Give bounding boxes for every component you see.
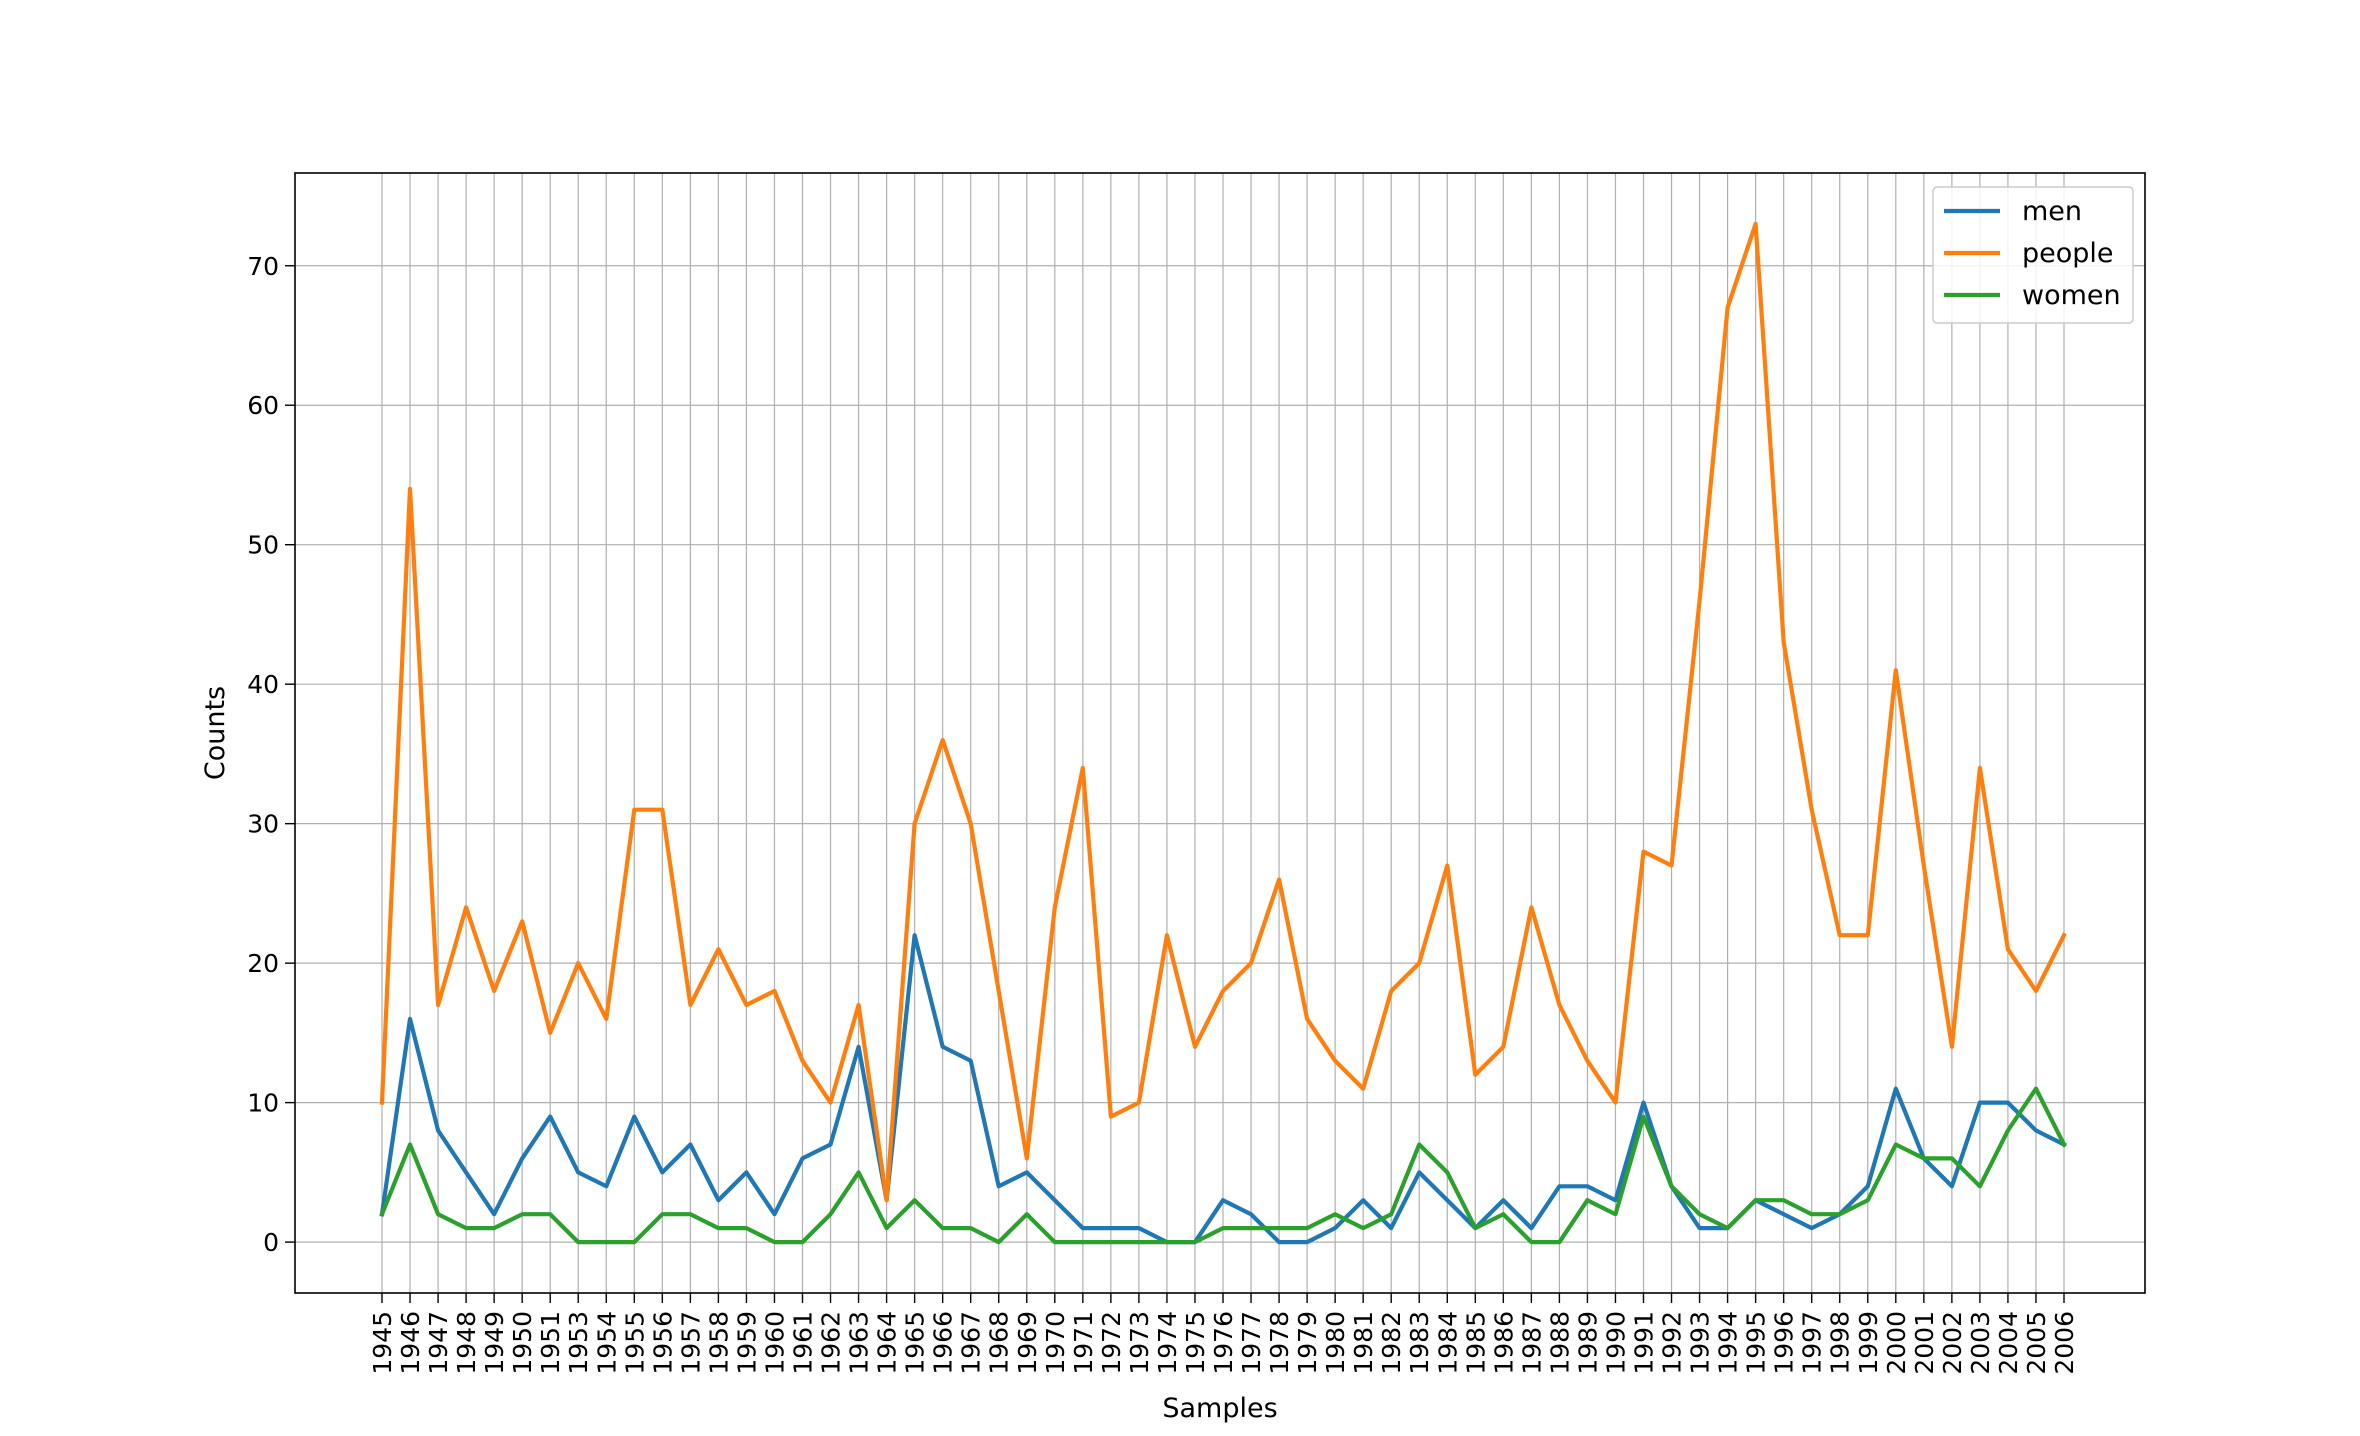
x-tick-label: 1996 [1770, 1311, 1799, 1375]
x-tick-label: 1976 [1209, 1311, 1238, 1375]
legend-label-people: people [2022, 238, 2114, 269]
x-tick-label: 1946 [396, 1311, 425, 1375]
x-tick-label: 1980 [1321, 1311, 1350, 1375]
y-tick-label: 70 [247, 252, 279, 281]
x-tick-label: 1948 [452, 1311, 481, 1375]
x-tick-label: 1974 [1153, 1311, 1182, 1375]
x-tick-label: 1994 [1714, 1311, 1743, 1375]
x-tick-label: 1983 [1405, 1311, 1434, 1375]
x-tick-label: 1995 [1742, 1311, 1771, 1375]
x-tick-label: 1990 [1601, 1311, 1630, 1375]
x-tick-label: 1971 [1069, 1311, 1098, 1375]
series-lines [379, 221, 2067, 1245]
grid [295, 173, 2145, 1293]
x-tick-label: 1967 [957, 1311, 986, 1375]
x-tick-label: 1982 [1377, 1311, 1406, 1375]
y-tick-label: 40 [247, 670, 279, 699]
legend-label-men: men [2022, 196, 2082, 227]
x-tick-label: 1959 [732, 1311, 761, 1375]
y-tick-label: 60 [247, 391, 279, 420]
x-tick-label: 1989 [1573, 1311, 1602, 1375]
x-tick-label: 1966 [929, 1311, 958, 1375]
x-tick-label: 1978 [1265, 1311, 1294, 1375]
x-tick-label: 1950 [508, 1311, 537, 1375]
y-tick-label: 20 [247, 949, 279, 978]
x-tick-label: 1953 [564, 1311, 593, 1375]
legend-box [1932, 186, 2134, 324]
x-tick-label: 1957 [676, 1311, 705, 1375]
x-tick-label: 1987 [1517, 1311, 1546, 1375]
x-tick-label: 1986 [1489, 1311, 1518, 1375]
x-tick-label: 1970 [1041, 1311, 1070, 1375]
series-line-men [379, 933, 2067, 1245]
x-tick-label: 1999 [1854, 1311, 1883, 1375]
x-tick-label: 1955 [620, 1311, 649, 1375]
x-tick-label: 1984 [1433, 1311, 1462, 1375]
series-line-women [379, 1086, 2067, 1245]
x-tick-label: 1949 [480, 1311, 509, 1375]
x-tick-label: 1991 [1630, 1311, 1659, 1375]
x-tick-label: 1985 [1461, 1311, 1490, 1375]
y-tick-label: 30 [247, 810, 279, 839]
x-axis-title: Samples [1162, 1393, 1277, 1424]
x-tick-label: 1973 [1125, 1311, 1154, 1375]
x-tick-label: 2001 [1910, 1311, 1939, 1375]
x-tick-label: 2000 [1882, 1311, 1911, 1375]
x-tick-label: 1977 [1237, 1311, 1266, 1375]
y-tick-label: 50 [247, 531, 279, 560]
legend: men people women [1932, 186, 2134, 324]
series-line-people [379, 221, 2067, 1203]
x-tick-label: 1964 [873, 1311, 902, 1375]
x-tick-label: 1961 [789, 1311, 818, 1375]
x-tick-label: 1993 [1686, 1311, 1715, 1375]
y-axis-title: Counts [200, 686, 231, 780]
y-tick-label: 10 [247, 1089, 279, 1118]
y-tick-label: 0 [263, 1228, 279, 1257]
x-tick-label: 1954 [592, 1311, 621, 1375]
x-axis: 1945 1946 1947 1948 1949 1950 1951 1953 1954 1955… [368, 1293, 2079, 1375]
x-tick-label: 1956 [648, 1311, 677, 1375]
x-tick-label: 2005 [2022, 1311, 2051, 1375]
x-tick-label: 1969 [1013, 1311, 1042, 1375]
x-tick-label: 1965 [901, 1311, 930, 1375]
plot-frame [294, 172, 2146, 1294]
x-tick-label: 1988 [1545, 1311, 1574, 1375]
x-tick-label: 1958 [704, 1311, 733, 1375]
x-tick-label: 1975 [1181, 1311, 1210, 1375]
x-tick-label: 1947 [424, 1311, 453, 1375]
x-tick-label: 1960 [760, 1311, 789, 1375]
x-tick-label: 1962 [817, 1311, 846, 1375]
x-tick-label: 1972 [1097, 1311, 1126, 1375]
x-tick-label: 1968 [985, 1311, 1014, 1375]
y-axis: 0 10 20 30 40 50 60 70 [247, 252, 295, 1257]
x-tick-label: 2003 [1966, 1311, 1995, 1375]
legend-label-women: women [2022, 280, 2121, 311]
x-tick-label: 1981 [1349, 1311, 1378, 1375]
x-tick-label: 1992 [1658, 1311, 1687, 1375]
x-tick-label: 2002 [1938, 1311, 1967, 1375]
x-tick-label: 2004 [1994, 1311, 2023, 1375]
x-tick-label: 1951 [536, 1311, 565, 1375]
x-tick-label: 1997 [1798, 1311, 1827, 1375]
x-tick-label: 1998 [1826, 1311, 1855, 1375]
x-tick-label: 1963 [845, 1311, 874, 1375]
x-tick-label: 1979 [1293, 1311, 1322, 1375]
x-tick-label: 1945 [368, 1311, 397, 1375]
x-tick-label: 2006 [2050, 1311, 2079, 1375]
